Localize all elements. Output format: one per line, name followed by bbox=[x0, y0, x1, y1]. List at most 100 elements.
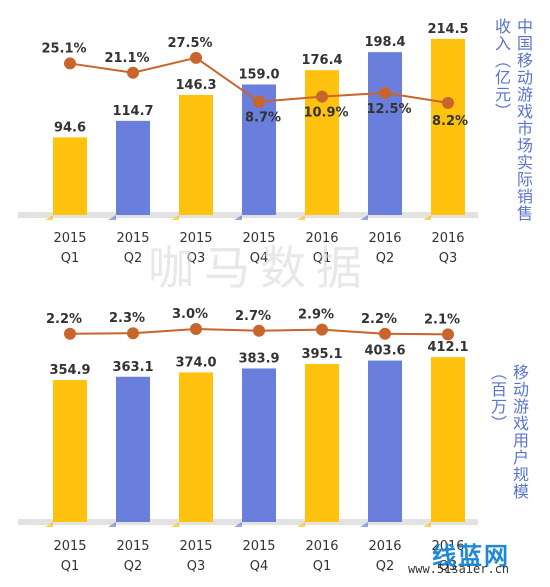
chart1-value-label: 176.4 bbox=[301, 53, 342, 68]
chart1-tick-quarter: Q4 bbox=[250, 251, 269, 266]
chart2-bar-foot bbox=[171, 522, 179, 527]
chart1-growth-label: 25.1% bbox=[41, 41, 86, 56]
chart1-growth-label: 12.5% bbox=[366, 102, 411, 117]
chart2-value-label: 383.9 bbox=[238, 351, 279, 366]
chart2-tick-year: 2015 bbox=[179, 539, 212, 554]
chart1-bar-foot bbox=[45, 215, 53, 220]
chart1-bar bbox=[53, 137, 87, 215]
chart1-tick-quarter: Q1 bbox=[313, 251, 332, 266]
chart1-bar bbox=[368, 52, 402, 215]
chart1-bar-foot bbox=[171, 215, 179, 220]
chart1-tick-year: 2015 bbox=[116, 231, 149, 246]
chart1-tick-quarter: Q1 bbox=[61, 251, 80, 266]
chart2-value-label: 374.0 bbox=[175, 355, 216, 370]
chart2-growth-point bbox=[253, 324, 265, 337]
chart2-bar-foot bbox=[423, 522, 431, 527]
chart1-bar bbox=[179, 94, 213, 215]
chart2-tick-quarter: Q3 bbox=[187, 559, 206, 574]
chart2-tick-year: 2015 bbox=[53, 539, 86, 554]
chart1-growth-point bbox=[64, 57, 76, 70]
chart1-tick-year: 2015 bbox=[179, 231, 212, 246]
chart2-bar bbox=[53, 380, 87, 522]
chart1-tick-quarter: Q3 bbox=[187, 251, 206, 266]
chart2-growth-point bbox=[190, 323, 202, 335]
chart2-tick-quarter: Q1 bbox=[313, 559, 332, 574]
chart2-tick-quarter: Q3 bbox=[439, 559, 458, 574]
chart2-value-label: 395.1 bbox=[301, 347, 342, 362]
chart1-tick-quarter: Q3 bbox=[439, 251, 458, 266]
chart1-tick-quarter: Q2 bbox=[124, 251, 143, 266]
chart2-growth-label: 2.2% bbox=[361, 312, 397, 327]
chart1-tick-quarter: Q2 bbox=[376, 251, 395, 266]
chart2-growth-point bbox=[64, 327, 76, 340]
chart2-tick-quarter: Q1 bbox=[61, 559, 80, 574]
chart1-title: 中国移动游戏市场实际销售收入（亿元） bbox=[492, 18, 533, 222]
watermark-url: www.51saier.cn bbox=[408, 562, 510, 576]
chart2-growth-label: 2.3% bbox=[109, 311, 145, 326]
chart1-growth-label: 10.9% bbox=[303, 106, 348, 121]
chart1-value-label: 94.6 bbox=[54, 120, 86, 135]
chart2-bar-foot bbox=[297, 522, 305, 527]
chart2-tick-quarter: Q2 bbox=[124, 559, 143, 574]
chart1-value-label: 198.4 bbox=[364, 35, 405, 50]
chart1-value-label: 159.0 bbox=[238, 67, 279, 82]
chart1-tick-year: 2016 bbox=[431, 231, 464, 246]
chart2-bar bbox=[179, 372, 213, 522]
chart1-growth-point bbox=[442, 96, 454, 109]
chart1-bar-foot bbox=[423, 215, 431, 220]
chart1-bar-foot bbox=[234, 215, 242, 220]
chart1-tick-year: 2016 bbox=[305, 231, 338, 246]
chart2-growth-label: 2.2% bbox=[46, 312, 82, 327]
chart2-growth-label: 2.1% bbox=[424, 312, 460, 327]
chart1-growth-label: 21.1% bbox=[104, 51, 149, 66]
chart2-value-label: 363.1 bbox=[112, 360, 153, 375]
chart1-growth-label: 27.5% bbox=[167, 36, 212, 51]
chart2-bar-foot bbox=[108, 522, 116, 527]
chart2-value-label: 403.6 bbox=[364, 344, 405, 359]
watermark-brand: 线蓝网 bbox=[432, 542, 510, 570]
chart1-bar bbox=[431, 38, 465, 216]
chart1-bar bbox=[116, 120, 150, 215]
chart1-growth-label: 8.7% bbox=[245, 111, 281, 126]
chart1-value-label: 114.7 bbox=[112, 104, 153, 119]
chart2-tick-year: 2016 bbox=[368, 539, 401, 554]
chart1-value-label: 146.3 bbox=[175, 78, 216, 93]
chart2-tick-quarter: Q2 bbox=[376, 559, 395, 574]
chart1-growth-point bbox=[316, 90, 328, 103]
chart1-value-label: 214.5 bbox=[427, 22, 468, 37]
chart1-tick-year: 2015 bbox=[242, 231, 275, 246]
chart1-growth-point bbox=[127, 66, 139, 79]
chart2-bar bbox=[116, 376, 150, 522]
chart1-bar-foot bbox=[108, 215, 116, 220]
chart2-bar-foot bbox=[45, 522, 53, 527]
chart2-growth-point bbox=[316, 323, 328, 336]
chart2-value-label: 412.1 bbox=[427, 340, 468, 355]
chart2-growth-label: 2.9% bbox=[298, 308, 334, 323]
chart1-tick-year: 2016 bbox=[368, 231, 401, 246]
chart2-growth-point bbox=[379, 327, 391, 340]
chart1-growth-point bbox=[379, 86, 391, 99]
chart2-bar bbox=[305, 363, 339, 522]
chart2-tick-year: 2016 bbox=[305, 539, 338, 554]
chart2-growth-point bbox=[127, 327, 139, 340]
chart2-growth-point bbox=[442, 328, 454, 341]
chart2-tick-quarter: Q4 bbox=[250, 559, 269, 574]
chart1-tick-year: 2015 bbox=[53, 231, 86, 246]
chart1-growth-label: 8.2% bbox=[432, 114, 468, 129]
chart2-tick-year: 2015 bbox=[242, 539, 275, 554]
chart2-value-label: 354.9 bbox=[49, 363, 90, 378]
chart1-growth-point bbox=[253, 95, 265, 108]
chart2-growth-label: 2.7% bbox=[235, 309, 271, 324]
chart2-bar bbox=[431, 357, 465, 522]
chart2-bar-foot bbox=[360, 522, 368, 527]
chart1-bar-foot bbox=[360, 215, 368, 220]
chart2-growth-label: 3.0% bbox=[172, 307, 208, 322]
chart2-bar-foot bbox=[234, 522, 242, 527]
chart2-tick-year: 2016 bbox=[431, 539, 464, 554]
watermark-center: 咖马数据 bbox=[148, 241, 372, 295]
chart1-growth-point bbox=[190, 51, 202, 64]
chart1-bar-foot bbox=[297, 215, 305, 220]
chart2-tick-year: 2015 bbox=[116, 539, 149, 554]
chart2-bar bbox=[368, 360, 402, 522]
